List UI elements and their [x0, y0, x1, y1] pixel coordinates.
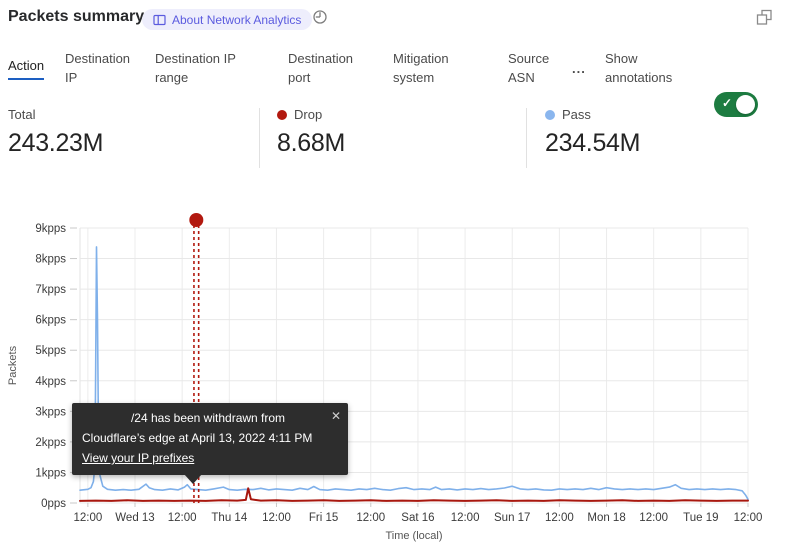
y-tick-label: 8kpps: [35, 254, 66, 266]
time-window-icon[interactable]: [312, 9, 328, 30]
series-pass-line: [79, 246, 749, 501]
about-badge-label: About Network Analytics: [172, 12, 302, 27]
tooltip-caret: [184, 474, 202, 484]
stat-drop-label: Drop: [294, 107, 323, 122]
y-tick-label: 4kpps: [35, 376, 66, 388]
x-tick-label: 12:00: [451, 512, 480, 524]
stat-drop[interactable]: Drop 8.68M: [277, 107, 345, 158]
divider: [259, 108, 260, 168]
y-tick-label: 3kpps: [35, 406, 66, 418]
drop-legend-dot: [277, 109, 287, 120]
stat-pass[interactable]: Pass 234.54M: [545, 107, 641, 158]
packets-chart[interactable]: 0pps 1kpps 2kpps 3kpps 4kpps 5kpps 6kpps 7kpps 8…: [0, 200, 785, 555]
x-tick-label: 12:00: [262, 512, 291, 524]
view-ip-prefixes-link[interactable]: View your IP prefixes: [82, 451, 195, 465]
stat-pass-value: 234.54M: [545, 129, 641, 157]
x-tick-label: Fri 15: [309, 512, 338, 524]
y-tick-label: 2kpps: [35, 437, 66, 449]
page-title: Packets summary: [8, 8, 145, 25]
stat-pass-label: Pass: [562, 107, 591, 122]
x-tick-label: 12:00: [73, 512, 102, 524]
tab-source-asn[interactable]: Source ASN: [508, 50, 550, 86]
x-tick-label: Sun 17: [494, 512, 530, 524]
stat-total[interactable]: Total 243.23M: [8, 107, 104, 158]
y-axis-title: Packets: [7, 345, 19, 385]
x-tick-label: Tue 19: [683, 512, 718, 524]
y-tick-label: 9kpps: [35, 223, 66, 235]
summary-stats: Total 243.23M Drop 8.68M Pass 234.54M: [0, 105, 785, 170]
show-annotations-toggle[interactable]: ✓: [714, 92, 758, 117]
packets-chart-svg: 0pps 1kpps 2kpps 3kpps 4kpps 5kpps 6kpps 7kpps 8…: [7, 213, 763, 542]
expand-window-icon[interactable]: [756, 9, 773, 31]
close-icon[interactable]: ✕: [330, 409, 341, 423]
y-tick-label: 1kpps: [35, 467, 66, 479]
toggle-knob: [736, 95, 755, 114]
divider: [526, 108, 527, 168]
x-tick-label: 12:00: [168, 512, 197, 524]
y-tick-label: 5kpps: [35, 345, 66, 357]
stat-total-label: Total: [8, 107, 36, 122]
dimension-tabs: Action Destination IP Destination IP ran…: [0, 45, 785, 117]
tab-mitigation-system[interactable]: Mitigation system: [393, 50, 449, 86]
tab-destination-ip-range[interactable]: Destination IP range: [155, 50, 236, 86]
x-tick-label: Wed 13: [115, 512, 154, 524]
y-tick-label: 0pps: [41, 498, 66, 510]
y-tick-label: 6kpps: [35, 315, 66, 327]
x-tick-label: Sat 16: [401, 512, 434, 524]
pass-legend-dot: [545, 109, 555, 120]
x-tick-label: 12:00: [356, 512, 385, 524]
tab-destination-ip[interactable]: Destination IP: [65, 50, 131, 86]
series-drop-line: [79, 487, 749, 502]
x-tick-label: 12:00: [734, 512, 763, 524]
book-icon: [153, 14, 166, 25]
tab-destination-port[interactable]: Destination port: [288, 50, 354, 86]
x-tick-label: 12:00: [639, 512, 668, 524]
annotation-tooltip: ✕ /24 has been withdrawn from Cloudflare…: [72, 403, 348, 484]
more-tabs-button[interactable]: ...: [572, 60, 586, 76]
x-tick-label: Mon 18: [587, 512, 625, 524]
x-tick-label: Thu 14: [211, 512, 247, 524]
x-axis-title: Time (local): [385, 530, 442, 542]
stat-total-value: 243.23M: [8, 129, 104, 157]
check-icon: ✓: [722, 96, 733, 110]
show-annotations-label: Show annotations: [605, 50, 673, 86]
stat-drop-value: 8.68M: [277, 129, 345, 157]
y-tick-label: 7kpps: [35, 284, 66, 296]
x-tick-label: 12:00: [545, 512, 574, 524]
annotation-marker[interactable]: [189, 213, 204, 227]
tooltip-line1: /24 has been withdrawn from: [130, 411, 286, 425]
tab-action[interactable]: Action: [8, 45, 45, 91]
tooltip-line2: Cloudflare’s edge at April 13, 2022 4:11…: [82, 431, 313, 445]
about-network-analytics-badge[interactable]: About Network Analytics: [142, 9, 313, 30]
